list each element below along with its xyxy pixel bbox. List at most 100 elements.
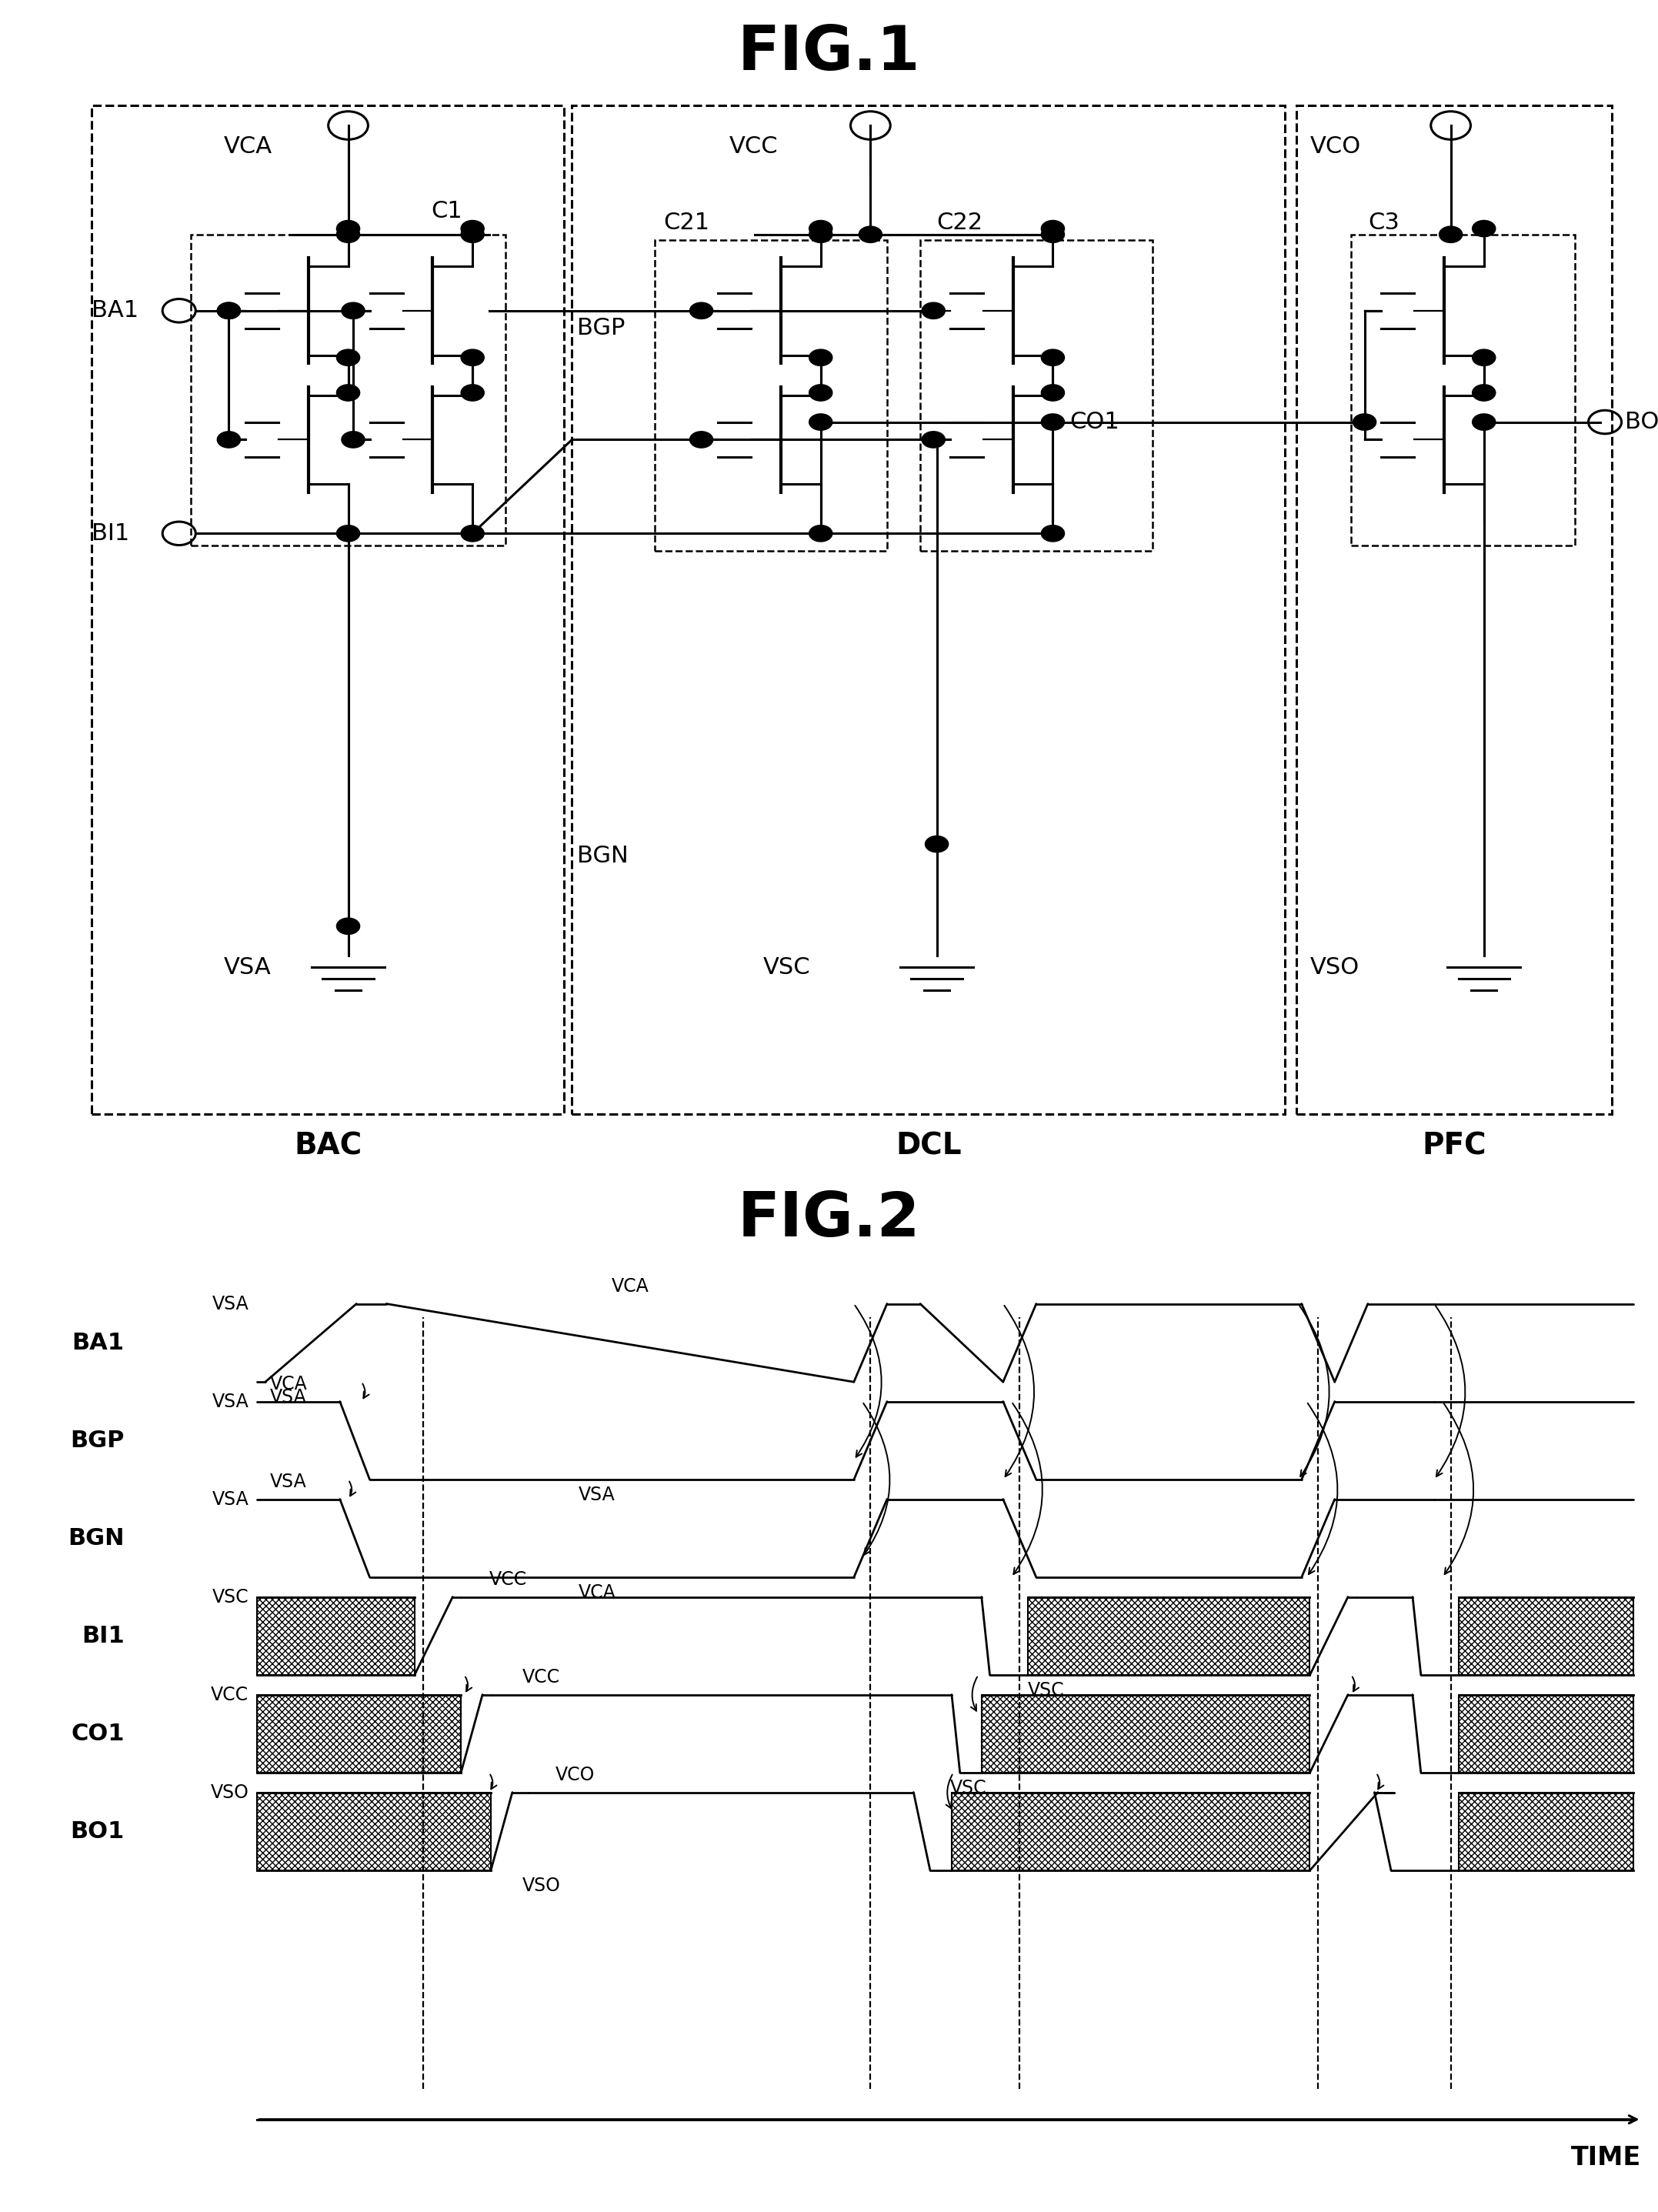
Circle shape: [217, 303, 240, 319]
Circle shape: [342, 303, 365, 319]
Text: BO1: BO1: [1625, 411, 1658, 434]
Circle shape: [859, 226, 882, 243]
Circle shape: [809, 226, 832, 243]
Bar: [952, 1792, 1310, 1871]
FancyArrowPatch shape: [1444, 1402, 1474, 1575]
Text: C1: C1: [431, 199, 463, 221]
Text: BI1: BI1: [81, 1626, 124, 1648]
Text: PFC: PFC: [1423, 1133, 1486, 1161]
Circle shape: [922, 303, 945, 319]
Bar: [920, 241, 1152, 551]
Text: VSA: VSA: [212, 1391, 249, 1411]
Circle shape: [337, 918, 360, 933]
Circle shape: [1041, 226, 1064, 243]
Text: BGN: BGN: [577, 845, 628, 867]
Bar: [91, 106, 564, 1113]
Bar: [257, 1792, 491, 1871]
Text: VCO: VCO: [1310, 135, 1361, 157]
Circle shape: [1041, 524, 1064, 542]
Circle shape: [1353, 414, 1376, 431]
Text: VSA: VSA: [270, 1473, 307, 1491]
Bar: [191, 234, 506, 544]
Circle shape: [690, 303, 713, 319]
Bar: [1459, 1694, 1633, 1772]
Bar: [655, 241, 887, 551]
Circle shape: [1472, 414, 1496, 431]
Text: FIG.2: FIG.2: [738, 1190, 920, 1250]
Text: C22: C22: [937, 212, 983, 234]
Circle shape: [809, 414, 832, 431]
Circle shape: [922, 431, 945, 447]
Text: VSO: VSO: [211, 1783, 249, 1801]
Circle shape: [1041, 414, 1064, 431]
Circle shape: [809, 524, 832, 542]
Text: VSA: VSA: [270, 1389, 307, 1407]
Text: VCA: VCA: [224, 135, 272, 157]
Circle shape: [461, 226, 484, 243]
FancyArrowPatch shape: [856, 1305, 882, 1458]
Circle shape: [1439, 226, 1462, 243]
Text: BO1: BO1: [70, 1820, 124, 1843]
Text: VSA: VSA: [212, 1294, 249, 1314]
Text: CO1: CO1: [71, 1723, 124, 1745]
Circle shape: [217, 303, 240, 319]
Circle shape: [217, 431, 240, 447]
FancyArrowPatch shape: [350, 1482, 356, 1495]
Circle shape: [1472, 385, 1496, 400]
Circle shape: [461, 385, 484, 400]
Circle shape: [337, 226, 360, 243]
Text: VCA: VCA: [612, 1276, 648, 1296]
Text: VCC: VCC: [522, 1668, 560, 1686]
Circle shape: [925, 836, 948, 852]
FancyArrowPatch shape: [1005, 1305, 1035, 1478]
Bar: [982, 1694, 1310, 1772]
FancyArrowPatch shape: [1378, 1774, 1384, 1790]
FancyArrowPatch shape: [466, 1677, 473, 1692]
Bar: [572, 106, 1285, 1113]
Text: VCC: VCC: [211, 1686, 249, 1703]
Circle shape: [461, 524, 484, 542]
Circle shape: [461, 221, 484, 237]
Circle shape: [337, 221, 360, 237]
Circle shape: [342, 431, 365, 447]
Circle shape: [1472, 221, 1496, 237]
FancyArrowPatch shape: [1436, 1305, 1466, 1478]
Text: BAC: BAC: [295, 1133, 361, 1161]
Text: BGP: BGP: [70, 1429, 124, 1451]
Bar: [1297, 106, 1612, 1113]
Text: BGN: BGN: [68, 1526, 124, 1548]
Text: DCL: DCL: [895, 1133, 962, 1161]
Text: VSA: VSA: [579, 1486, 615, 1504]
Circle shape: [809, 221, 832, 237]
Bar: [257, 1694, 461, 1772]
Bar: [257, 1597, 414, 1674]
Text: TIME: TIME: [1572, 2146, 1641, 2170]
Bar: [1459, 1597, 1633, 1674]
FancyArrowPatch shape: [972, 1677, 977, 1710]
FancyArrowPatch shape: [491, 1774, 497, 1790]
Text: VSC: VSC: [1028, 1681, 1064, 1699]
Circle shape: [461, 349, 484, 365]
Circle shape: [1472, 349, 1496, 365]
FancyArrowPatch shape: [1300, 1305, 1330, 1478]
Text: VSO: VSO: [522, 1876, 560, 1896]
Text: BGP: BGP: [577, 316, 625, 338]
Text: VSA: VSA: [224, 956, 272, 978]
Text: VSA: VSA: [212, 1491, 249, 1509]
Text: VCA: VCA: [579, 1584, 615, 1601]
FancyArrowPatch shape: [864, 1402, 890, 1555]
Text: BA1: BA1: [71, 1332, 124, 1354]
FancyArrowPatch shape: [363, 1385, 370, 1398]
Bar: [1028, 1597, 1310, 1674]
Text: BI1: BI1: [91, 522, 129, 544]
Text: VSC: VSC: [763, 956, 811, 978]
Circle shape: [690, 431, 713, 447]
Text: VCO: VCO: [555, 1765, 595, 1785]
Bar: [1459, 1792, 1633, 1871]
FancyArrowPatch shape: [1353, 1677, 1360, 1692]
Circle shape: [1041, 349, 1064, 365]
Text: BA1: BA1: [91, 299, 138, 321]
Circle shape: [337, 524, 360, 542]
Text: FIG.1: FIG.1: [738, 22, 920, 82]
FancyArrowPatch shape: [947, 1774, 952, 1809]
